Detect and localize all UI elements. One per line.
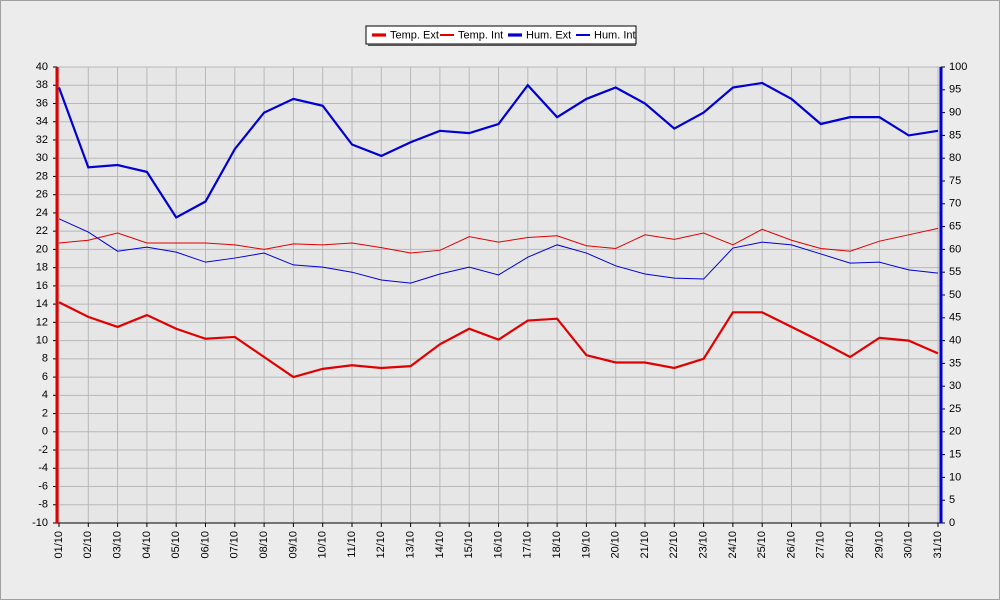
y-tick-label: 16 bbox=[36, 280, 48, 292]
y-tick-label: 38 bbox=[36, 79, 48, 91]
x-tick-label: 18/10 bbox=[551, 531, 563, 559]
y-tick-label: 34 bbox=[36, 116, 48, 128]
series-line bbox=[57, 81, 939, 219]
series-line bbox=[58, 218, 939, 284]
x-tick-label: 30/10 bbox=[903, 531, 915, 559]
y2-tick-label: 0 bbox=[949, 517, 955, 529]
y2-tick-label: 55 bbox=[949, 266, 961, 278]
y-tick-label: -4 bbox=[38, 462, 48, 474]
y-tick-label: 24 bbox=[36, 207, 48, 219]
legend-label: Hum. Int bbox=[594, 29, 636, 41]
x-tick-label: 14/10 bbox=[434, 531, 446, 559]
y-tick-label: 28 bbox=[36, 170, 48, 182]
y-tick-label: 4 bbox=[42, 389, 48, 401]
y-tick-label: 30 bbox=[36, 152, 48, 164]
y2-tick-label: 40 bbox=[949, 335, 961, 347]
y-tick-label: 6 bbox=[42, 371, 48, 383]
y2-tick-label: 5 bbox=[949, 494, 955, 506]
y2-tick-label: 65 bbox=[949, 221, 961, 233]
y-tick-label: 0 bbox=[42, 426, 48, 438]
x-tick-label: 22/10 bbox=[668, 531, 680, 559]
y2-tick-label: 70 bbox=[949, 198, 961, 210]
x-tick-label: 24/10 bbox=[727, 531, 739, 559]
x-tick-label: 04/10 bbox=[141, 531, 153, 559]
y-tick-label: 10 bbox=[36, 335, 48, 347]
legend-label: Hum. Ext bbox=[526, 29, 571, 41]
y-tick-label: 2 bbox=[42, 407, 48, 419]
y-tick-label: 8 bbox=[42, 353, 48, 365]
x-tick-label: 06/10 bbox=[199, 531, 211, 559]
series-line bbox=[58, 301, 939, 379]
y2-tick-label: 10 bbox=[949, 471, 961, 483]
y-tick-label: 20 bbox=[36, 243, 48, 255]
series-line bbox=[58, 227, 939, 254]
x-tick-label: 25/10 bbox=[756, 531, 768, 559]
x-tick-label: 08/10 bbox=[258, 531, 270, 559]
x-tick-label: 12/10 bbox=[375, 531, 387, 559]
x-tick-label: 20/10 bbox=[610, 531, 622, 559]
y-tick-label: -2 bbox=[38, 444, 48, 456]
legend-label: Temp. Ext bbox=[390, 29, 439, 41]
x-tick-label: 03/10 bbox=[112, 531, 124, 559]
x-tick-label: 26/10 bbox=[785, 531, 797, 559]
y2-tick-label: 90 bbox=[949, 107, 961, 119]
x-tick-label: 17/10 bbox=[522, 531, 534, 559]
legend-label: Temp. Int bbox=[458, 29, 503, 41]
y-tick-label: 32 bbox=[36, 134, 48, 146]
x-tick-label: 31/10 bbox=[932, 531, 944, 559]
x-tick-label: 13/10 bbox=[405, 531, 417, 559]
x-tick-label: 10/10 bbox=[317, 531, 329, 559]
x-tick-label: 09/10 bbox=[287, 531, 299, 559]
x-tick-label: 16/10 bbox=[492, 531, 504, 559]
y-tick-label: -8 bbox=[38, 499, 48, 511]
x-tick-label: 05/10 bbox=[170, 531, 182, 559]
x-tick-label: 27/10 bbox=[815, 531, 827, 559]
y2-tick-label: 100 bbox=[949, 61, 967, 73]
y-tick-label: 36 bbox=[36, 97, 48, 109]
y-tick-label: 14 bbox=[36, 298, 48, 310]
y-tick-label: 26 bbox=[36, 189, 48, 201]
x-tick-label: 28/10 bbox=[844, 531, 856, 559]
y2-tick-label: 15 bbox=[949, 449, 961, 461]
y-tick-label: 40 bbox=[36, 61, 48, 73]
x-tick-label: 15/10 bbox=[463, 531, 475, 559]
y2-tick-label: 35 bbox=[949, 357, 961, 369]
x-tick-label: 23/10 bbox=[698, 531, 710, 559]
legend: Temp. Ext Temp. Int Hum. Ext Hum. Int bbox=[365, 25, 637, 46]
x-tick-label: 02/10 bbox=[82, 531, 94, 559]
y-tick-label: -6 bbox=[38, 480, 48, 492]
y-tick-label: -10 bbox=[32, 517, 48, 529]
y2-tick-label: 30 bbox=[949, 380, 961, 392]
y-tick-label: 12 bbox=[36, 316, 48, 328]
x-tick-label: 11/10 bbox=[346, 531, 358, 558]
y2-tick-label: 75 bbox=[949, 175, 961, 187]
y-tick-label: 18 bbox=[36, 262, 48, 274]
y2-tick-label: 20 bbox=[949, 426, 961, 438]
x-tick-label: 29/10 bbox=[873, 531, 885, 559]
y2-tick-label: 45 bbox=[949, 312, 961, 324]
y2-tick-label: 95 bbox=[949, 84, 961, 96]
y2-tick-label: 60 bbox=[949, 243, 961, 255]
y-tick-label: 22 bbox=[36, 225, 48, 237]
y2-tick-label: 50 bbox=[949, 289, 961, 301]
y2-tick-label: 25 bbox=[949, 403, 961, 415]
x-tick-label: 07/10 bbox=[229, 531, 241, 559]
x-tick-label: 21/10 bbox=[639, 531, 651, 559]
x-tick-label: 01/10 bbox=[53, 531, 65, 559]
y2-tick-label: 85 bbox=[949, 129, 961, 141]
x-tick-label: 19/10 bbox=[580, 531, 592, 559]
y2-tick-label: 80 bbox=[949, 152, 961, 164]
